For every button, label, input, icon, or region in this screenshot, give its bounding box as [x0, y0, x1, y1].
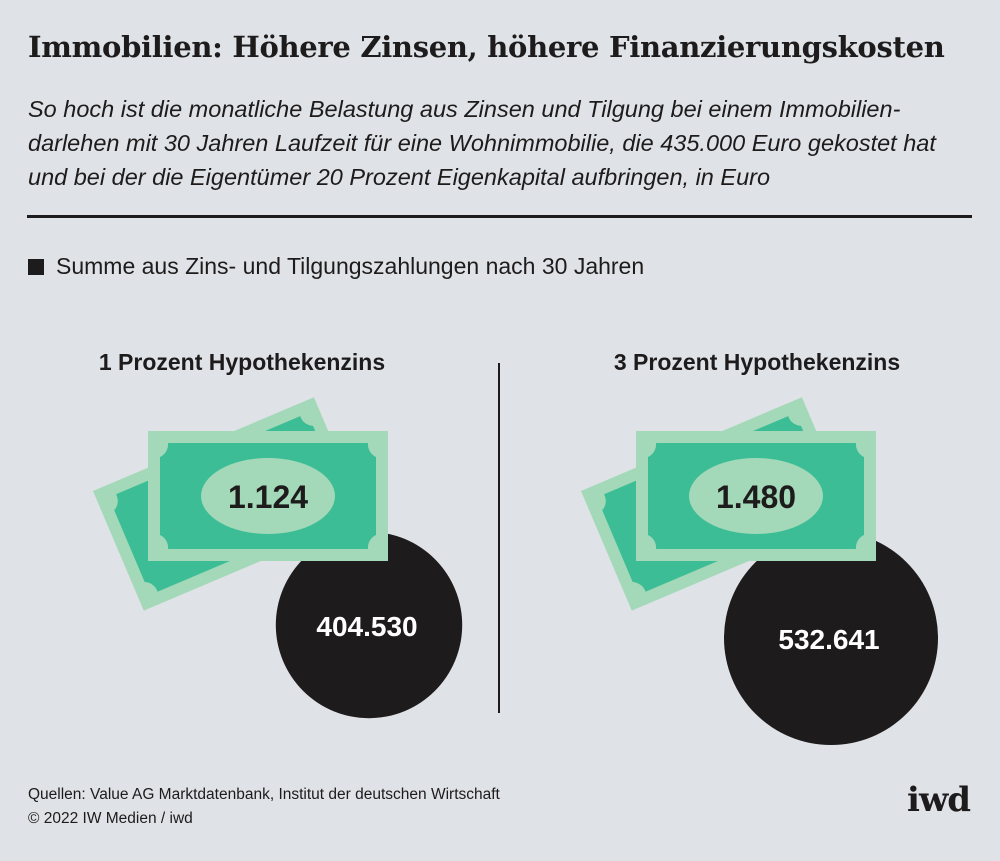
legend-label: Summe aus Zins- und Tilgungszahlungen na…	[56, 253, 645, 279]
panel-1: 1.124 404.530	[93, 397, 463, 719]
chart-subtitle: So hoch ist die monatliche Belastung aus…	[28, 96, 936, 190]
copyright-note: © 2022 IW Medien / iwd	[28, 810, 193, 827]
total-value-2: 532.641	[778, 624, 879, 655]
footer: Quellen: Value AG Marktdatenbank, Instit…	[28, 783, 500, 831]
legend-swatch	[28, 258, 44, 275]
panel-divider	[498, 363, 500, 713]
chart-title: Immobilien: Höhere Zinsen, höhere Finanz…	[28, 30, 945, 64]
total-value-1: 404.530	[316, 611, 417, 642]
total-circle-2	[724, 531, 938, 745]
panel-2: 1.480 532.641	[581, 397, 938, 745]
source-note: Quellen: Value AG Marktdatenbank, Instit…	[28, 786, 500, 803]
monthly-value-1: 1.124	[228, 479, 308, 515]
panel-title-1: 1 Prozent Hypothekenzins	[98, 349, 386, 375]
iwd-logo: iwd	[907, 780, 971, 820]
front-bill-2	[636, 431, 876, 561]
panel-title-2: 3 Prozent Hypothekenzins	[613, 349, 901, 375]
total-circle-1	[275, 531, 463, 719]
monthly-value-2: 1.480	[716, 479, 796, 515]
front-bill-1	[148, 431, 388, 561]
legend: Summe aus Zins- und Tilgungszahlungen na…	[28, 253, 644, 280]
header-rule	[27, 215, 972, 218]
